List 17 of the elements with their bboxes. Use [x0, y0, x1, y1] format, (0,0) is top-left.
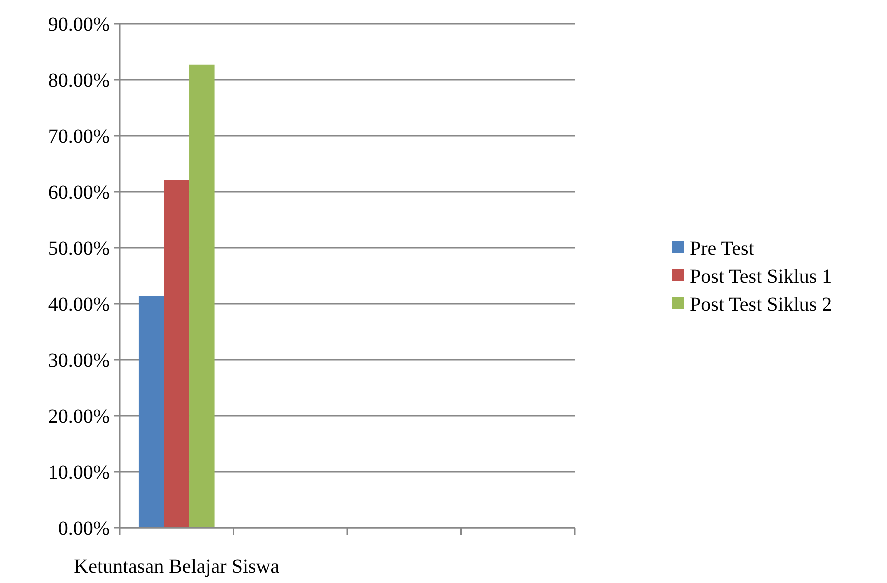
- legend-label: Post Test Siklus 2: [690, 294, 832, 316]
- bar: [164, 180, 190, 528]
- y-tick-label: 40.00%: [48, 294, 110, 316]
- y-tick-label: 10.00%: [48, 462, 110, 484]
- y-tick-label: 0.00%: [58, 518, 110, 540]
- bar: [138, 296, 164, 528]
- y-tick-label: 80.00%: [48, 70, 110, 92]
- y-tick-label: 50.00%: [48, 238, 110, 260]
- y-tick-label: 30.00%: [48, 350, 110, 372]
- y-tick-label: 70.00%: [48, 126, 110, 148]
- legend-label: Pre Test: [690, 238, 755, 260]
- y-tick-label: 60.00%: [48, 182, 110, 204]
- y-tick-label: 20.00%: [48, 406, 110, 428]
- bar: [190, 64, 215, 528]
- legend-label: Post Test Siklus 1: [690, 266, 832, 288]
- x-tick-label: Ketuntasan Belajar Siswa: [74, 556, 280, 578]
- y-tick-label: 90.00%: [48, 14, 110, 36]
